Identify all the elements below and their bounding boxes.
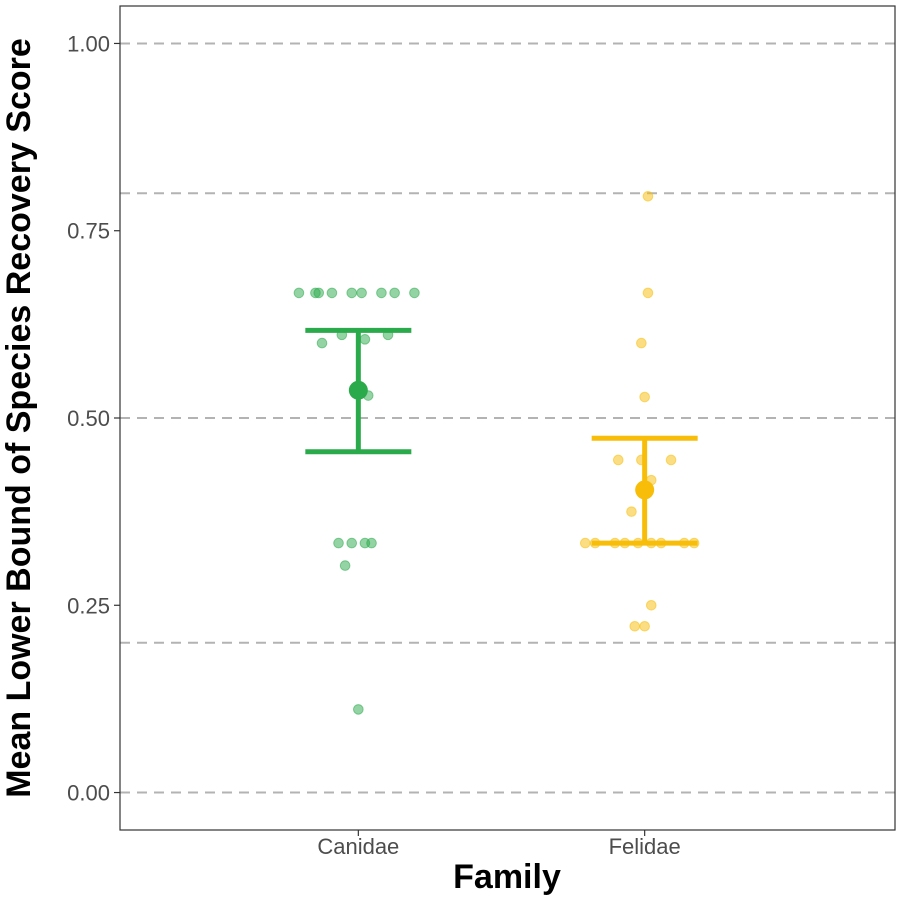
error-bars [305, 327, 698, 546]
y-tick-label: 1.00 [67, 31, 110, 56]
mean-point [635, 480, 655, 500]
data-point [346, 537, 358, 549]
y-tick-label: 0.25 [67, 593, 110, 618]
x-axis-title: Family [453, 858, 561, 896]
data-point [346, 287, 358, 299]
data-point [626, 506, 637, 517]
y-axis-title: Mean Lower Bound of Species Recovery Sco… [0, 38, 38, 798]
data-point [359, 334, 371, 345]
data-point [579, 537, 591, 549]
data-point [409, 287, 420, 299]
data-point [639, 620, 650, 632]
x-tick-label: Canidae [317, 834, 399, 859]
data-point [612, 454, 624, 466]
data-point [313, 287, 325, 299]
y-tick-label: 0.75 [67, 219, 110, 244]
plot-panel-border [119, 5, 896, 831]
data-point [642, 190, 654, 202]
data-point [376, 287, 387, 299]
mean-point [348, 380, 368, 400]
y-tick-label: 0.50 [67, 406, 110, 431]
data-point [645, 599, 657, 611]
data-point [339, 560, 351, 571]
data-point [316, 337, 328, 349]
data-point [326, 287, 338, 299]
data-point [353, 704, 364, 715]
data-point [636, 337, 647, 349]
data-point [629, 620, 641, 632]
y-tick-label: 0.00 [67, 781, 110, 806]
axes: 0.00 0.25 0.50 0.75 1.00 Canidae Felidae [67, 31, 681, 859]
reference-lines [120, 42, 895, 794]
data-point [333, 537, 344, 549]
data-point [356, 287, 367, 299]
x-tick-label: Felidae [609, 834, 681, 859]
data-point [639, 391, 650, 403]
data-point [293, 287, 305, 299]
data-point [389, 287, 400, 299]
data-point [665, 454, 677, 466]
data-point [642, 287, 654, 299]
data-point [366, 537, 377, 549]
